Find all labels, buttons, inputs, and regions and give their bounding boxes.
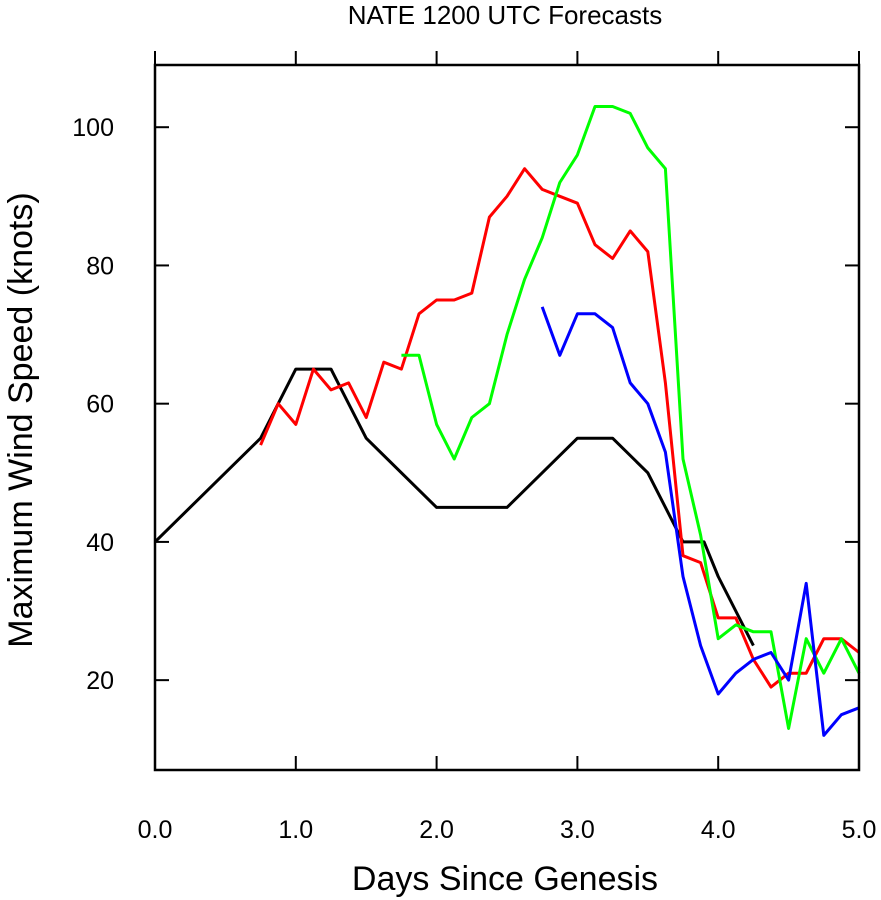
chart-title: NATE 1200 UTC Forecasts bbox=[348, 0, 663, 30]
x-tick-label: 5.0 bbox=[842, 816, 877, 844]
y-axis-ticks: 20 40 60 80 100 bbox=[72, 114, 859, 695]
x-tick-label: 3.0 bbox=[560, 816, 595, 844]
x-axis-ticks: 0.0 1.0 2.0 3.0 4.0 5.0 bbox=[138, 51, 877, 844]
series-line-1 bbox=[153, 367, 755, 647]
y-tick-label: 60 bbox=[86, 391, 114, 419]
x-tick-label: 4.0 bbox=[701, 816, 736, 844]
series-line-2 bbox=[259, 167, 860, 689]
y-tick-label: 100 bbox=[72, 114, 114, 142]
plot-frame bbox=[153, 63, 861, 772]
series-line-3 bbox=[401, 105, 861, 730]
x-tick-label: 2.0 bbox=[419, 816, 454, 844]
y-axis-title: Maximum Wind Speed (knots) bbox=[2, 192, 40, 647]
y-tick-label: 40 bbox=[86, 529, 114, 557]
x-tick-label: 1.0 bbox=[278, 816, 313, 844]
y-tick-label: 20 bbox=[86, 667, 114, 695]
series-layer bbox=[153, 105, 861, 737]
y-tick-label: 80 bbox=[86, 252, 114, 280]
series-line-4 bbox=[540, 306, 860, 737]
x-axis-title: Days Since Genesis bbox=[352, 860, 658, 898]
x-tick-label: 0.0 bbox=[138, 816, 173, 844]
